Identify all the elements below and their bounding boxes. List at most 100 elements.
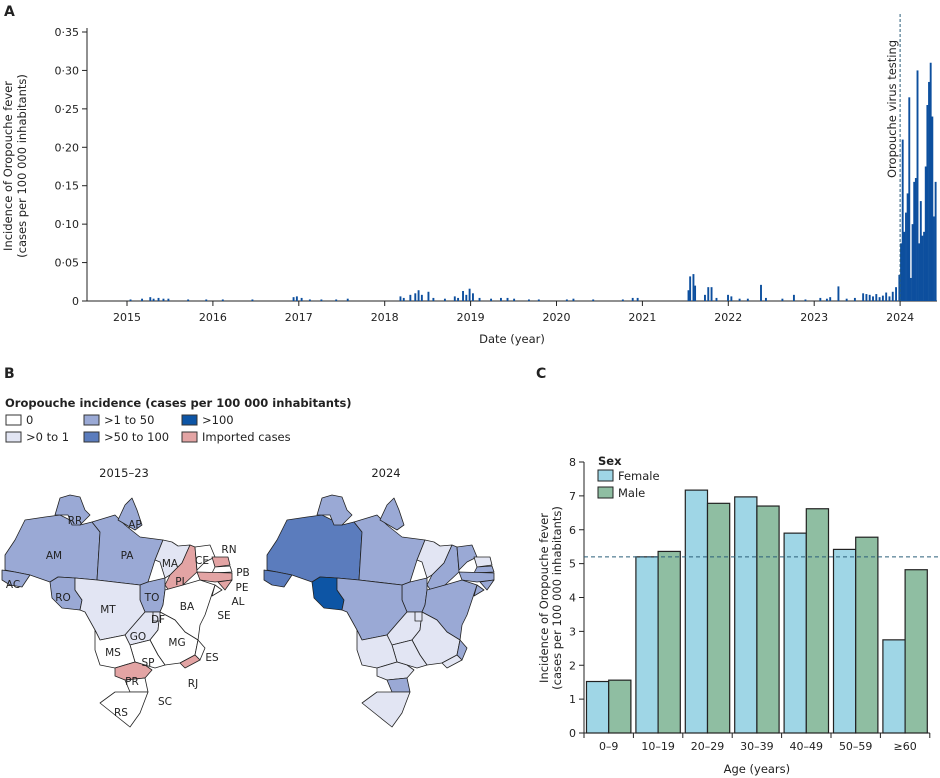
incidence-bar	[687, 290, 690, 301]
state-ac	[263, 569, 293, 588]
incidence-bar	[472, 293, 474, 301]
incidence-bar	[819, 297, 822, 301]
y-axis-title-line1: Incidence of Oropouche fever	[1, 81, 15, 251]
state-label-ap: AP	[128, 519, 142, 531]
incidence-bar	[715, 297, 718, 301]
legend-swatch-3	[83, 431, 100, 443]
incidence-bar	[929, 62, 932, 301]
state-rr	[54, 494, 91, 526]
state-label-pi: PI	[175, 576, 184, 588]
state-label-mt: MT	[100, 604, 116, 616]
map-title: 2024	[371, 466, 400, 480]
incidence-bar	[933, 216, 935, 301]
y-tick-label: 0	[72, 295, 79, 308]
incidence-bar	[465, 294, 468, 301]
incidence-bar	[926, 105, 929, 301]
incidence-bar	[432, 297, 435, 301]
state-al	[217, 579, 233, 591]
incidence-bar	[409, 294, 412, 301]
incidence-bar	[875, 294, 878, 301]
x-tick-label: 20–29	[691, 740, 725, 753]
legend-title: Sex	[598, 454, 622, 468]
state-rj	[179, 654, 201, 669]
state-sc	[386, 677, 411, 693]
state-label-mg: MG	[168, 637, 185, 649]
incidence-bar	[916, 70, 919, 301]
state-rs	[99, 691, 149, 728]
state-label-ms: MS	[105, 647, 121, 659]
incidence-bar	[308, 299, 311, 301]
incidence-bar	[443, 298, 446, 301]
bar-male	[756, 505, 780, 734]
state-label-rr: RR	[68, 515, 83, 527]
incidence-bar	[913, 181, 916, 301]
panel-label-a: A	[4, 4, 15, 20]
incidence-bar	[187, 299, 190, 301]
incidence-bar	[631, 297, 634, 301]
bar-male	[657, 550, 681, 734]
x-tick-label: 2023	[800, 311, 828, 324]
incidence-bar	[453, 296, 456, 301]
y-tick-label: 0·20	[55, 141, 80, 154]
bar-female	[882, 639, 906, 734]
incidence-bar	[129, 299, 132, 301]
bar-female	[635, 556, 659, 734]
state-label-am: AM	[46, 550, 62, 562]
legend-swatch-2	[83, 414, 100, 426]
incidence-bar	[537, 299, 540, 301]
state-label-rj: RJ	[188, 678, 198, 690]
x-tick-label: 0–9	[599, 740, 619, 753]
state-rr	[316, 494, 353, 526]
state-df	[414, 611, 423, 622]
incidence-bar	[804, 299, 807, 301]
incidence-bar	[895, 287, 898, 301]
incidence-bar	[689, 276, 692, 301]
state-label-pb: PB	[236, 567, 250, 579]
state-label-al: AL	[231, 596, 244, 608]
state-label-sc: SC	[158, 696, 172, 708]
y-axis-title-line2: (cases per 100 000 inhabitants)	[15, 74, 29, 258]
incidence-bar	[921, 235, 924, 301]
legend-label: >100	[202, 413, 234, 427]
legend-label: Imported cases	[202, 430, 291, 444]
y-tick-label: 5	[569, 558, 576, 571]
incidence-bar	[908, 97, 911, 301]
incidence-bar	[918, 243, 921, 301]
incidence-bar	[399, 296, 402, 301]
bar-male	[706, 502, 731, 734]
incidence-bar	[221, 299, 224, 301]
y-tick-label: 0·30	[55, 64, 80, 77]
incidence-bar	[499, 297, 502, 301]
incidence-bar	[888, 296, 891, 301]
incidence-bar	[934, 181, 937, 301]
incidence-bar	[414, 293, 417, 301]
state-label-to: TO	[144, 592, 160, 604]
bar-female	[734, 496, 758, 734]
state-ap	[117, 497, 143, 531]
incidence-bar	[792, 294, 795, 301]
incidence-bar	[420, 294, 423, 301]
incidence-bar	[903, 231, 906, 301]
state-rn	[211, 556, 231, 568]
incidence-bar	[468, 288, 471, 301]
state-label-sp: SP	[142, 657, 155, 669]
x-tick-label: 2021	[628, 311, 656, 324]
incidence-bar	[906, 193, 909, 301]
incidence-bar	[764, 297, 767, 301]
bar-male	[855, 536, 879, 734]
state-ce	[194, 544, 216, 571]
y-axis-title-line1: Incidence of Oropouche fever	[537, 513, 551, 683]
map-title: 2015–23	[99, 466, 149, 480]
legend-label: >0 to 1	[26, 430, 69, 444]
y-tick-label: 8	[569, 456, 576, 469]
incidence-bar	[829, 297, 832, 301]
incidence-bar	[692, 274, 695, 301]
incidence-bar	[513, 298, 516, 301]
legend-swatch-4	[181, 414, 198, 426]
y-tick-label: 0·35	[55, 26, 80, 39]
bar-female	[684, 489, 709, 734]
incidence-maps: Oropouche incidence (cases per 100 000 i…	[1, 396, 495, 728]
bar-female	[585, 680, 610, 734]
